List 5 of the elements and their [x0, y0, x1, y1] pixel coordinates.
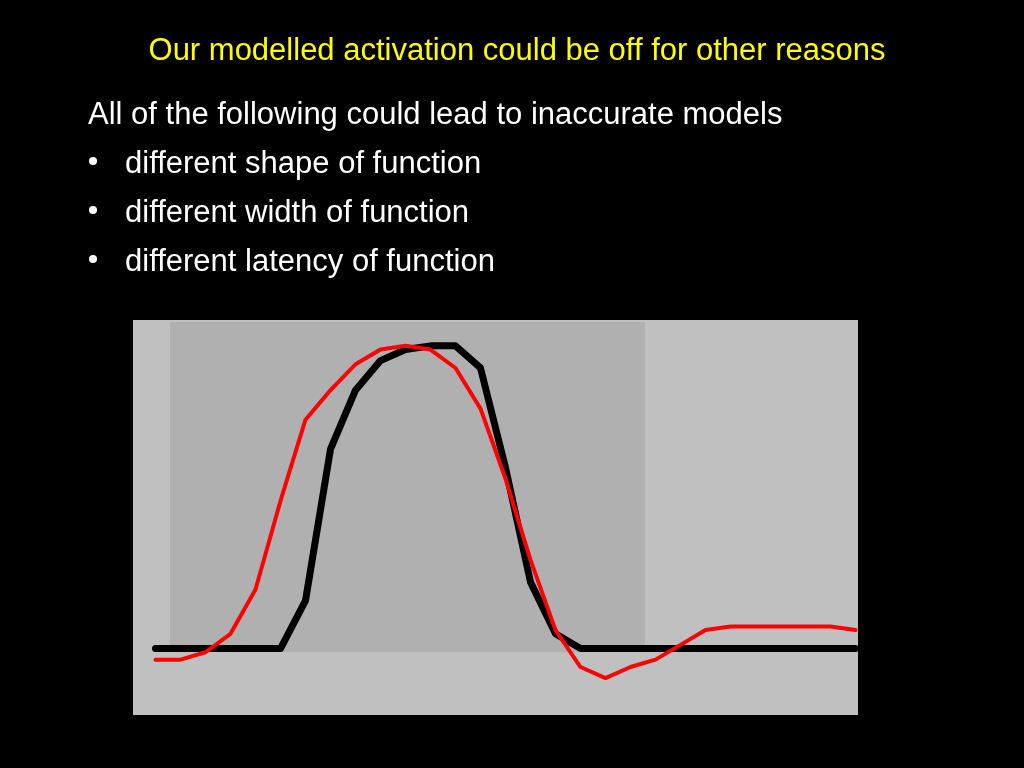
text: different shape of function	[125, 145, 482, 180]
text: different width of function	[125, 194, 470, 229]
chart-title: Our modelled activation could be off for other reasons	[148, 32, 886, 67]
text: All of the following could lead to inaccurate models	[88, 96, 783, 131]
text: different latency of function	[125, 243, 495, 278]
